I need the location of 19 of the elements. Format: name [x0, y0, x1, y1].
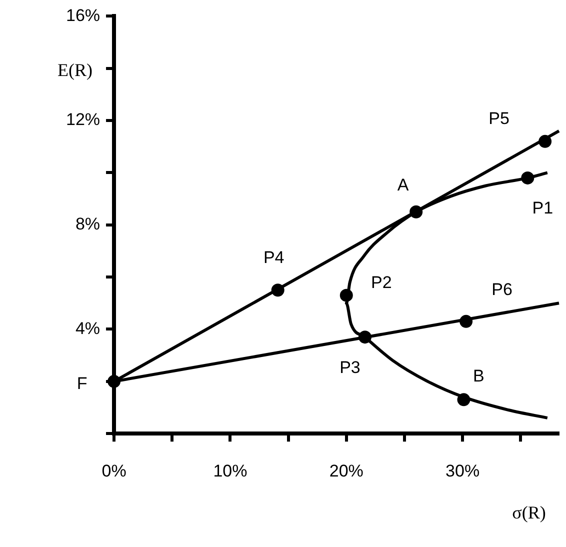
x-axis-title: σ(R)	[512, 502, 546, 522]
annotation: F	[76, 374, 88, 394]
annotation: P1	[532, 198, 554, 218]
annotation: P4	[263, 248, 284, 267]
annotation: P3	[340, 358, 360, 377]
annotation: A	[397, 176, 410, 195]
annotation: P5	[488, 109, 510, 128]
y-tick-label: 12%	[66, 110, 100, 130]
y-axis-title: E(R)	[58, 60, 92, 80]
annotation: B	[473, 366, 484, 386]
annotation: P6	[492, 280, 512, 300]
y-tick-label: 4%	[75, 318, 100, 338]
x-tick-label: 10%	[213, 461, 248, 480]
x-tick-label: 0%	[102, 461, 126, 480]
annotation: P2	[370, 273, 392, 292]
x-tick-label: 30%	[446, 461, 480, 480]
y-tick-label: 16%	[66, 6, 100, 25]
x-tick-label: 20%	[329, 461, 364, 480]
y-tick-label: 8%	[75, 214, 100, 234]
